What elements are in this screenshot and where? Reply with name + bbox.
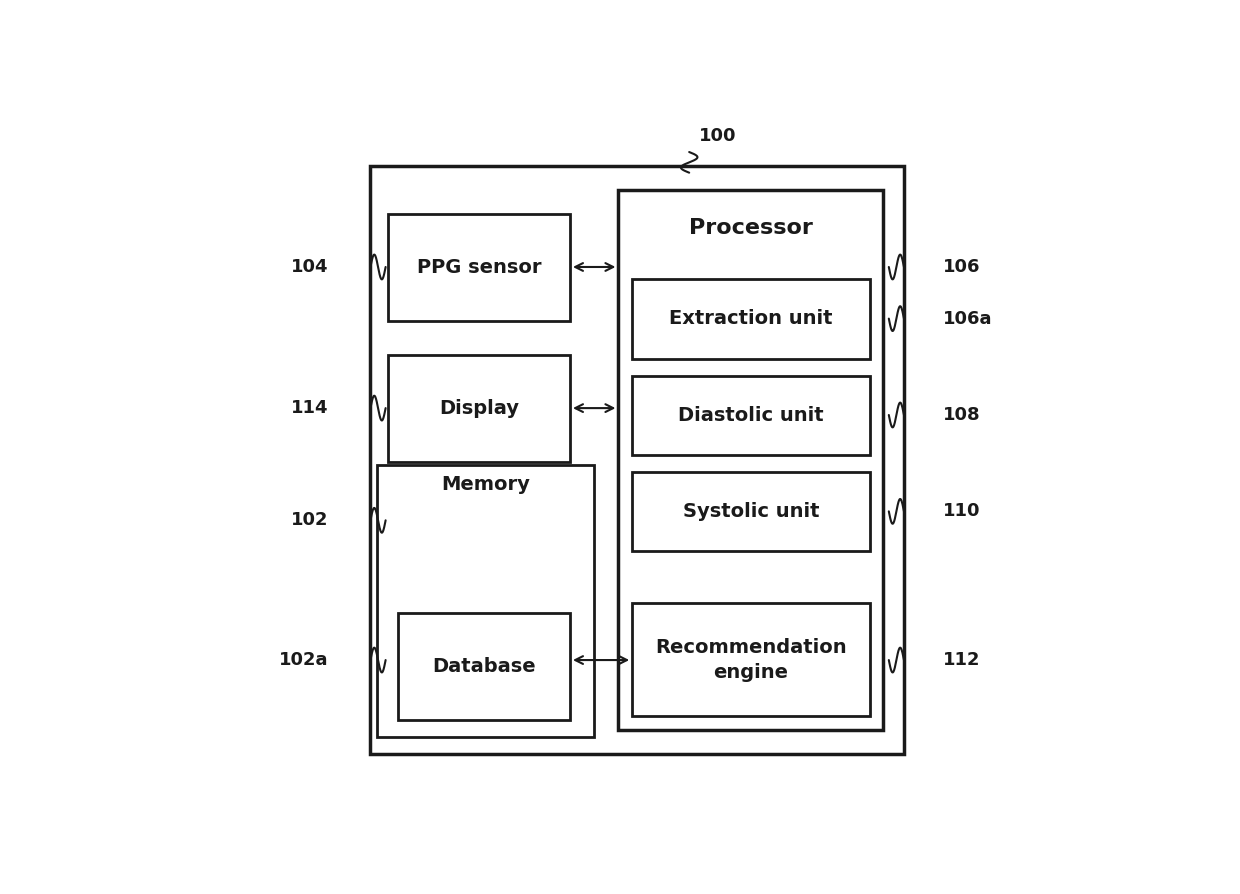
Text: 106: 106 [942, 258, 980, 276]
Text: 114: 114 [291, 399, 329, 417]
Text: Display: Display [439, 399, 518, 418]
Text: 102a: 102a [279, 651, 329, 669]
Bar [388, 355, 570, 462]
Bar [632, 603, 869, 716]
Text: Systolic unit: Systolic unit [682, 502, 820, 521]
Bar [632, 279, 869, 358]
Text: 112: 112 [942, 651, 980, 669]
Bar [377, 465, 594, 738]
Text: 110: 110 [942, 502, 980, 520]
Text: 104: 104 [291, 258, 329, 276]
Text: Processor: Processor [689, 218, 813, 238]
Bar [619, 190, 883, 730]
Bar [632, 375, 869, 455]
Text: 100: 100 [699, 127, 737, 145]
Text: Diastolic unit: Diastolic unit [678, 406, 823, 425]
Text: Extraction unit: Extraction unit [670, 309, 832, 328]
Text: PPG sensor: PPG sensor [417, 257, 541, 277]
Text: 106a: 106a [942, 309, 992, 327]
Bar [632, 472, 869, 552]
Text: Database: Database [433, 657, 536, 676]
Text: Memory: Memory [441, 475, 531, 493]
Text: 108: 108 [942, 406, 980, 424]
Bar [371, 165, 904, 755]
Bar [398, 613, 570, 720]
Text: 102: 102 [291, 511, 329, 529]
Text: Recommendation
engine: Recommendation engine [655, 637, 847, 682]
Bar [388, 214, 570, 321]
